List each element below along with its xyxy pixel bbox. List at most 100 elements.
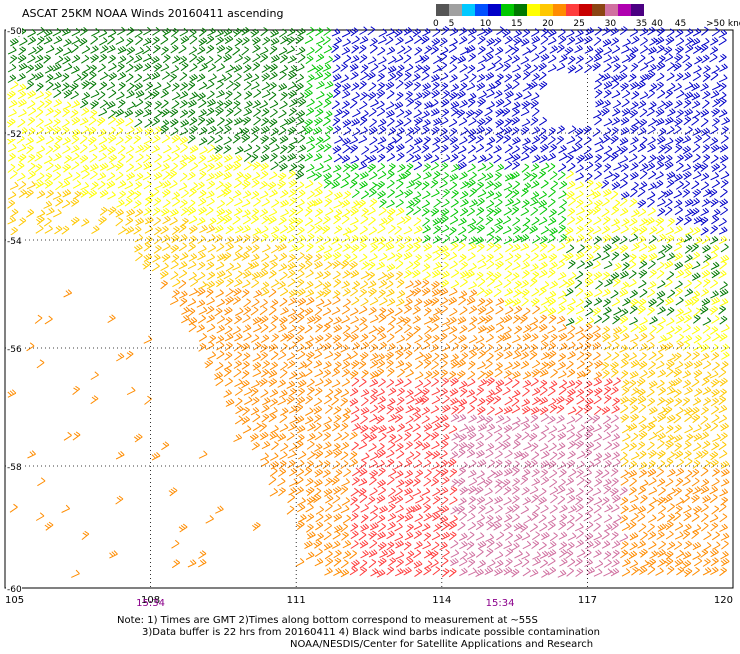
wind-barb — [703, 254, 712, 263]
wind-barb — [367, 206, 376, 216]
wind-barb — [692, 45, 702, 55]
wind-barb — [115, 451, 125, 460]
wind-barb — [514, 550, 523, 559]
wind-barb — [370, 505, 379, 514]
wind-barb — [665, 458, 674, 468]
wind-barb — [55, 197, 64, 207]
wind-barb — [412, 504, 422, 513]
wind-barb — [585, 485, 594, 495]
wind-barb — [710, 37, 719, 46]
wind-barb — [323, 252, 333, 262]
wind-barb — [621, 98, 630, 108]
wind-barb — [511, 389, 521, 398]
wind-barb — [268, 288, 277, 298]
wind-barb — [576, 395, 585, 405]
wind-barb — [684, 254, 693, 263]
wind-barb — [602, 288, 611, 297]
wind-barb — [187, 206, 197, 216]
wind-barb — [117, 226, 127, 235]
wind-barb — [369, 343, 378, 353]
wind-barb — [378, 522, 386, 533]
wind-barb — [369, 136, 378, 146]
wind-barb — [576, 450, 586, 460]
wind-barb — [484, 143, 493, 152]
wind-barb — [639, 73, 649, 83]
wind-barb — [268, 208, 278, 217]
wind-barb — [244, 262, 253, 272]
wind-barb — [512, 298, 522, 307]
wind-barb — [412, 173, 422, 182]
wind-barb — [395, 260, 404, 270]
wind-barb — [666, 108, 676, 117]
wind-barb — [700, 82, 709, 92]
wind-barb — [277, 379, 286, 388]
wind-barb — [684, 227, 694, 236]
wind-barb — [593, 80, 602, 90]
wind-barb — [341, 154, 351, 164]
wind-barb — [568, 125, 577, 135]
wind-barb — [576, 351, 585, 361]
wind-barb — [511, 126, 520, 136]
wind-barb — [440, 505, 450, 514]
wind-barb — [520, 416, 530, 425]
wind-barb — [519, 314, 528, 324]
wind-barb — [160, 207, 170, 217]
wind-barb — [583, 341, 592, 351]
wind-barb — [532, 551, 541, 560]
wind-barb — [628, 379, 637, 389]
wind-barb — [161, 134, 171, 144]
wind-barb — [701, 198, 711, 207]
wind-barb — [207, 351, 217, 360]
wind-barb — [406, 180, 415, 189]
wind-barb — [124, 197, 133, 207]
wind-barb — [369, 314, 379, 324]
wind-barb — [52, 126, 62, 136]
wind-barb — [360, 369, 369, 379]
wind-barb — [547, 521, 556, 531]
wind-barb — [532, 531, 540, 541]
wind-barb — [575, 172, 584, 181]
wind-barb — [575, 199, 584, 209]
wind-barb — [710, 405, 719, 415]
wind-barb — [549, 469, 558, 479]
wind-barb — [538, 253, 548, 262]
wind-barb — [98, 136, 108, 145]
wind-barb — [421, 72, 430, 81]
wind-barb — [628, 144, 638, 154]
wind-barb — [657, 280, 666, 289]
wind-barb — [367, 280, 377, 289]
wind-barb — [360, 452, 370, 461]
wind-barb — [349, 136, 359, 145]
wind-barb — [99, 71, 109, 81]
wind-barb — [691, 296, 700, 306]
wind-barb — [351, 172, 360, 182]
wind-barb — [610, 27, 619, 36]
wind-barb — [657, 343, 667, 353]
wind-barb — [376, 494, 386, 504]
wind-barb — [340, 62, 349, 72]
wind-barb — [502, 415, 511, 425]
wind-barb — [639, 136, 648, 146]
wind-barb — [638, 360, 648, 370]
wind-barb — [549, 532, 558, 542]
wind-barb — [702, 459, 711, 469]
wind-barb — [484, 298, 493, 307]
wind-barb — [224, 316, 233, 326]
wind-barb — [313, 414, 322, 424]
wind-barb — [708, 188, 718, 198]
wind-barb — [441, 549, 450, 558]
wind-barb — [397, 163, 406, 173]
wind-barb — [656, 531, 665, 540]
wind-barb — [522, 371, 532, 380]
wind-barb — [350, 512, 359, 522]
wind-barb — [135, 217, 145, 226]
wind-barb — [486, 207, 494, 217]
wind-barb — [639, 108, 648, 118]
wind-barb — [718, 29, 728, 38]
wind-barb — [406, 550, 415, 560]
wind-barb — [386, 263, 396, 272]
wind-barb — [179, 127, 189, 136]
wind-barb — [548, 397, 557, 407]
wind-barb — [361, 261, 370, 270]
wind-barb — [628, 260, 637, 270]
